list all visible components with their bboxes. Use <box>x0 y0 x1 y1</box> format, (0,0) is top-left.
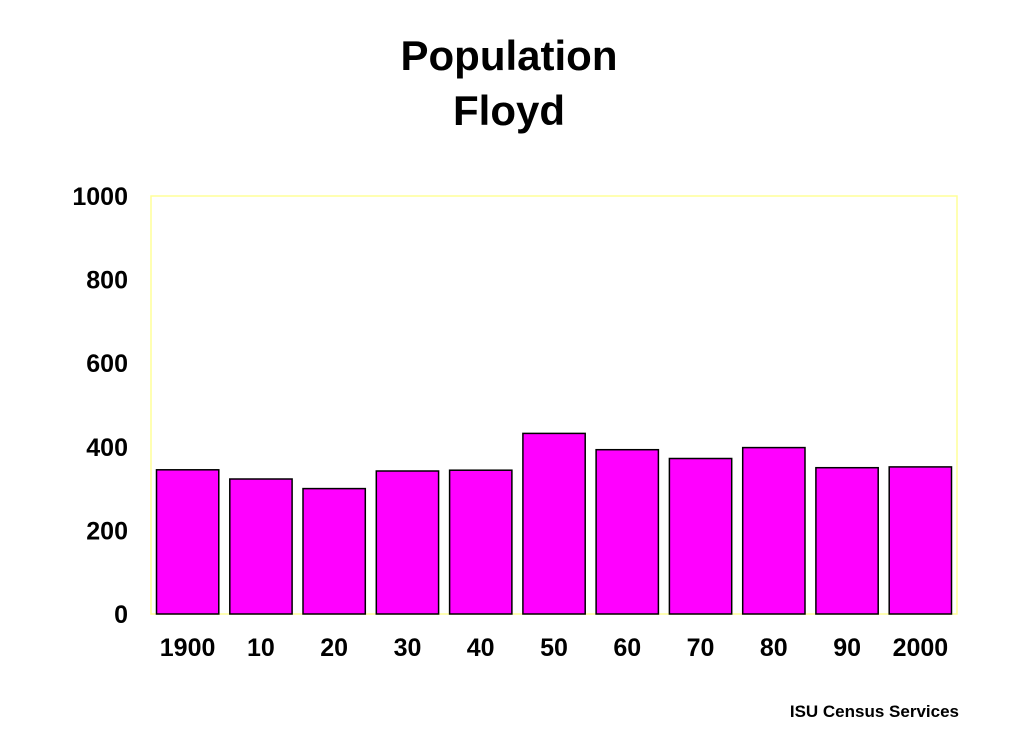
bar-40 <box>448 469 513 615</box>
bar-2000 <box>888 466 953 615</box>
y-tick-label: 600 <box>86 350 128 378</box>
x-tick-label: 10 <box>247 634 275 662</box>
x-tick-label: 50 <box>540 634 568 662</box>
x-tick-label: 80 <box>760 634 788 662</box>
bar-80 <box>741 446 806 615</box>
bar-70 <box>668 457 733 615</box>
bar-50 <box>522 432 586 615</box>
chart-subtitle: Floyd <box>453 87 565 134</box>
bar-1900 <box>155 469 220 615</box>
bars-group <box>155 432 953 615</box>
x-tick-label: 70 <box>687 634 715 662</box>
bar-60 <box>595 448 660 615</box>
x-tick-label: 20 <box>320 634 348 662</box>
x-tick-label: 1900 <box>160 634 216 662</box>
bar-20 <box>302 487 367 615</box>
x-tick-label: 90 <box>833 634 861 662</box>
y-axis-ticks: 0 200 400 600 800 1000 <box>72 183 128 629</box>
source-credit: ISU Census Services <box>790 702 959 721</box>
bar-90 <box>815 466 879 615</box>
y-tick-label: 0 <box>114 601 128 629</box>
x-axis-ticks: 1900 10 20 30 40 50 60 70 80 90 2000 <box>160 634 948 662</box>
x-tick-label: 2000 <box>893 634 949 662</box>
x-tick-label: 40 <box>467 634 495 662</box>
y-tick-label: 200 <box>86 517 128 545</box>
bar-10 <box>229 478 293 615</box>
x-tick-label: 60 <box>613 634 641 662</box>
bar-30 <box>375 470 440 615</box>
y-tick-label: 1000 <box>72 183 128 211</box>
chart-title: Population <box>401 32 618 79</box>
x-tick-label: 30 <box>394 634 422 662</box>
y-tick-label: 800 <box>86 267 128 295</box>
y-tick-label: 400 <box>86 434 128 462</box>
